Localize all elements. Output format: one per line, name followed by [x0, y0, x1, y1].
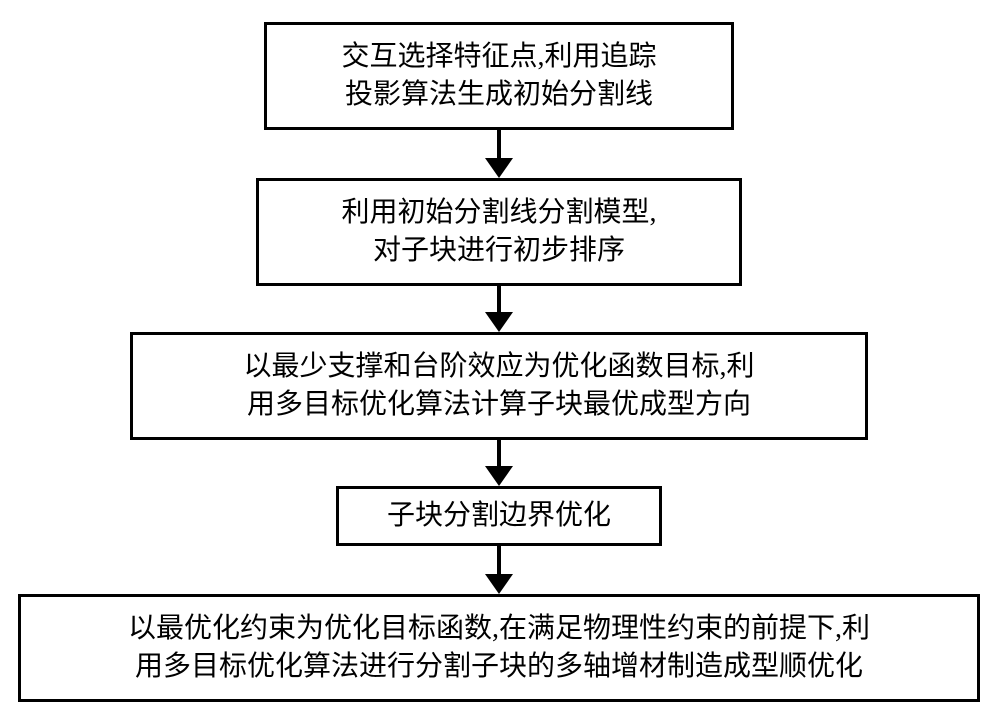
- node-text-line: 以最少支撑和台阶效应为优化函数目标,利: [243, 348, 754, 386]
- flowchart-node-n4: 子块分割边界优化: [336, 486, 662, 546]
- flowchart-node-n3: 以最少支撑和台阶效应为优化函数目标,利用多目标优化算法计算子块最优成型方向: [130, 332, 868, 440]
- arrow-head-icon: [485, 312, 513, 332]
- flowchart-node-n2: 利用初始分割线分割模型,对子块进行初步排序: [256, 178, 742, 286]
- flowchart-node-n1: 交互选择特征点,利用追踪投影算法生成初始分割线: [264, 22, 734, 130]
- arrow-head-icon: [485, 466, 513, 486]
- arrow-head-icon: [485, 574, 513, 594]
- node-text-line: 对子块进行初步排序: [373, 232, 625, 270]
- flowchart-canvas: 交互选择特征点,利用追踪投影算法生成初始分割线利用初始分割线分割模型,对子块进行…: [0, 0, 1000, 726]
- node-text-line: 子块分割边界优化: [387, 497, 611, 535]
- node-text-line: 用多目标优化算法计算子块最优成型方向: [247, 386, 751, 424]
- arrow-shaft: [497, 546, 501, 574]
- node-text-line: 用多目标优化算法进行分割子块的多轴增材制造成型顺优化: [135, 648, 863, 686]
- arrow-shaft: [497, 130, 501, 158]
- node-text-line: 交互选择特征点,利用追踪: [341, 38, 656, 76]
- arrow-head-icon: [485, 158, 513, 178]
- node-text-line: 投影算法生成初始分割线: [345, 76, 653, 114]
- node-text-line: 以最优化约束为优化目标函数,在满足物理性约束的前提下,利: [128, 610, 870, 648]
- flowchart-node-n5: 以最优化约束为优化目标函数,在满足物理性约束的前提下,利用多目标优化算法进行分割…: [18, 594, 980, 702]
- node-text-line: 利用初始分割线分割模型,: [341, 194, 656, 232]
- arrow-shaft: [497, 286, 501, 312]
- arrow-shaft: [497, 440, 501, 466]
